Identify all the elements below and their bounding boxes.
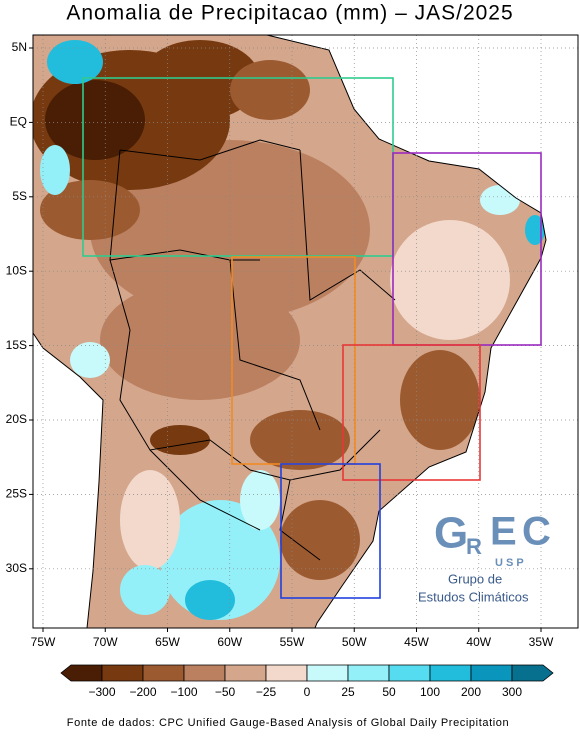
colorbar-label: −25 <box>256 685 277 699</box>
colorbar-label: 100 <box>420 685 440 699</box>
lon-label: 35W <box>529 635 554 649</box>
colorbar-label: −300 <box>88 685 115 699</box>
country-borders <box>109 139 396 561</box>
logo-line: Grupo de <box>448 571 502 586</box>
lon-label: 65W <box>155 635 180 649</box>
colorbar-label: 50 <box>382 685 396 699</box>
colorbar-swatch <box>265 664 308 682</box>
colorbar-label: 300 <box>502 685 522 699</box>
logo-line: Estudos Climáticos <box>418 589 529 604</box>
logo-university: U S P <box>495 557 524 569</box>
colorbar-label: 25 <box>341 685 355 699</box>
colorbar-label: 200 <box>461 685 481 699</box>
colorbar-swatch <box>101 664 144 682</box>
colorbar-swatch <box>470 664 513 682</box>
source-note: Fonte de dados: CPC Unified Gauge-Based … <box>67 717 509 729</box>
colorbar-swatch <box>142 664 185 682</box>
lon-label: 70W <box>93 635 118 649</box>
lon-label: 75W <box>31 635 56 649</box>
region-box <box>280 463 381 599</box>
colorbar-swatch <box>347 664 390 682</box>
lat-label: 25S <box>6 487 27 501</box>
logo-letter: R <box>466 534 482 559</box>
colorbar-swatch <box>60 664 103 682</box>
colorbar-label: 0 <box>304 685 311 699</box>
logo-letter: G <box>434 509 468 558</box>
lat-label: 10S <box>6 263 27 277</box>
colorbar: −300 −200 −100 −50 −25 0 25 50 100 200 300 <box>60 664 554 699</box>
lat-label: 30S <box>6 561 27 575</box>
colorbar-swatch <box>306 664 349 682</box>
lat-label: 5S <box>12 189 27 203</box>
logo-letter: E <box>490 510 517 554</box>
lon-label: 40W <box>466 635 491 649</box>
map-frame <box>32 34 579 629</box>
lon-label: 60W <box>217 635 242 649</box>
lat-label: EQ <box>10 115 27 129</box>
colorbar-label: −200 <box>129 685 156 699</box>
map-title: Anomalia de Precipitacao (mm) – JAS/2025 <box>66 2 513 25</box>
lat-label: 20S <box>6 412 27 426</box>
colorbar-swatch <box>224 664 267 682</box>
colorbar-swatch <box>429 664 472 682</box>
colorbar-swatch <box>388 664 431 682</box>
colorbar-swatch <box>511 664 554 682</box>
lon-label: 45W <box>404 635 429 649</box>
colorbar-label: −50 <box>215 685 236 699</box>
colorbar-swatch <box>183 664 226 682</box>
logo-letter: C <box>522 510 551 554</box>
lat-label: 15S <box>6 338 27 352</box>
colorbar-label: −100 <box>170 685 197 699</box>
region-box <box>342 344 481 481</box>
lat-label: 5N <box>12 40 27 54</box>
lon-label: 55W <box>280 635 305 649</box>
lon-label: 50W <box>342 635 367 649</box>
logo: G R E C U S P Grupo de Estudos Climático… <box>418 509 551 605</box>
